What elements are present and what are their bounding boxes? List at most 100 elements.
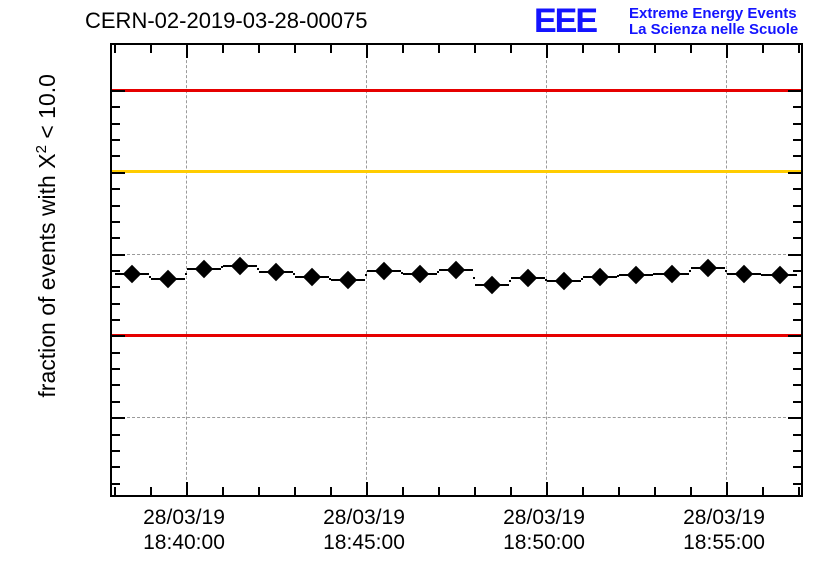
plot-area bbox=[110, 43, 803, 497]
x-gridline bbox=[186, 45, 187, 495]
data-point-marker[interactable] bbox=[446, 261, 466, 280]
x-tick-minor-top bbox=[762, 45, 764, 53]
y-tick-major bbox=[112, 335, 125, 338]
y-axis-title-text: fraction of events with X bbox=[33, 153, 60, 398]
y-tick-minor-right bbox=[793, 449, 801, 452]
series-connector bbox=[293, 273, 295, 276]
y-tick-minor bbox=[112, 449, 120, 452]
x-tick-label-date: 28/03/19 bbox=[503, 506, 585, 529]
x-tick-major-top bbox=[186, 45, 188, 58]
data-point-marker[interactable] bbox=[266, 262, 286, 281]
y-tick-minor-right bbox=[793, 204, 801, 207]
x-gridline bbox=[366, 45, 367, 495]
y-tick-minor bbox=[112, 155, 120, 158]
x-tick-minor-top bbox=[798, 45, 800, 53]
series-connector bbox=[617, 274, 619, 277]
x-tick-minor-top bbox=[654, 45, 656, 53]
series-connector bbox=[221, 266, 223, 269]
data-point-marker[interactable] bbox=[410, 265, 430, 284]
data-point-marker[interactable] bbox=[518, 268, 538, 288]
y-tick-minor-right bbox=[793, 368, 801, 371]
x-tick-minor-top bbox=[330, 45, 332, 53]
y-tick-minor bbox=[112, 106, 120, 109]
x-tick-minor bbox=[222, 487, 224, 495]
x-tick-minor bbox=[330, 487, 332, 495]
x-tick-minor bbox=[474, 487, 476, 495]
x-tick-minor bbox=[582, 487, 584, 495]
data-point-marker[interactable] bbox=[158, 270, 178, 289]
series-connector bbox=[437, 271, 439, 274]
y-tick-minor-right bbox=[793, 286, 801, 289]
x-tick-major-top bbox=[726, 45, 728, 58]
series-connector bbox=[545, 278, 547, 281]
data-point-marker[interactable] bbox=[230, 256, 250, 276]
y-tick-minor bbox=[112, 351, 120, 354]
data-point-marker[interactable] bbox=[734, 265, 754, 284]
series-connector bbox=[725, 270, 727, 273]
y-tick-minor bbox=[112, 286, 120, 289]
x-tick-major bbox=[726, 482, 728, 495]
data-point-marker[interactable] bbox=[554, 271, 574, 291]
x-tick-major bbox=[186, 482, 188, 495]
y-tick-minor-right bbox=[793, 302, 801, 305]
x-tick-minor-top bbox=[510, 45, 512, 53]
y-tick-minor-right bbox=[793, 155, 801, 158]
y-tick-minor bbox=[112, 204, 120, 207]
reference-line-0-4 bbox=[112, 333, 801, 337]
series-connector bbox=[473, 276, 475, 279]
x-tick-minor bbox=[402, 487, 404, 495]
y-tick-minor bbox=[112, 269, 120, 272]
x-tick-minor-top bbox=[222, 45, 224, 53]
x-tick-minor bbox=[114, 487, 116, 495]
y-tick-minor bbox=[112, 368, 120, 371]
x-tick-major bbox=[546, 482, 548, 495]
data-point-marker[interactable] bbox=[374, 261, 394, 281]
data-point-marker[interactable] bbox=[698, 259, 718, 278]
series-connector bbox=[401, 271, 403, 274]
y-tick-minor bbox=[112, 237, 120, 240]
reference-line-0-8 bbox=[112, 170, 801, 174]
x-tick-label-date: 28/03/19 bbox=[143, 506, 225, 529]
x-tick-major bbox=[366, 482, 368, 495]
data-point-marker[interactable] bbox=[770, 265, 790, 285]
data-point-marker[interactable] bbox=[626, 265, 646, 285]
y-tick-minor-right bbox=[793, 220, 801, 223]
x-tick-minor-top bbox=[294, 45, 296, 53]
x-tick-minor bbox=[294, 487, 296, 495]
y-tick-major bbox=[112, 171, 125, 174]
eee-logo-mark: EEE bbox=[534, 2, 598, 40]
data-point-marker[interactable] bbox=[194, 259, 214, 278]
data-point-marker[interactable] bbox=[338, 270, 358, 289]
series-connector bbox=[365, 274, 367, 277]
y-tick-minor-right bbox=[793, 384, 801, 387]
series-connector bbox=[185, 273, 187, 276]
x-tick-minor bbox=[438, 487, 440, 495]
x-tick-label-time: 18:50:00 bbox=[503, 531, 585, 554]
y-tick-minor bbox=[112, 220, 120, 223]
data-point-marker[interactable] bbox=[302, 268, 322, 287]
data-point-marker[interactable] bbox=[482, 275, 502, 294]
y-tick-minor-right bbox=[793, 400, 801, 403]
y-tick-minor-right bbox=[793, 122, 801, 125]
y-tick-minor-right bbox=[793, 106, 801, 109]
y-tick-minor bbox=[112, 384, 120, 387]
data-point-marker[interactable] bbox=[662, 264, 682, 283]
y-tick-minor bbox=[112, 319, 120, 322]
x-tick-minor-top bbox=[150, 45, 152, 53]
data-point-marker[interactable] bbox=[122, 264, 142, 283]
x-gridline bbox=[726, 45, 727, 495]
x-tick-minor-top bbox=[402, 45, 404, 53]
y-tick-minor-right bbox=[793, 433, 801, 436]
x-tick-label-date: 28/03/19 bbox=[683, 506, 765, 529]
y-tick-major-right bbox=[788, 417, 801, 420]
data-point-marker[interactable] bbox=[590, 267, 610, 287]
x-tick-label: 28/03/19 18:45:00 bbox=[323, 505, 405, 555]
reference-line-1 bbox=[112, 88, 801, 92]
y-axis-title: fraction of events with X2 < 10.0 bbox=[33, 1, 61, 471]
y-tick-major-right bbox=[788, 171, 801, 174]
y-tick-minor-right bbox=[793, 466, 801, 469]
eee-logo-line1: Extreme Energy Events bbox=[629, 5, 797, 22]
y-tick-major-right bbox=[788, 90, 801, 92]
y-tick-major-right bbox=[788, 253, 801, 256]
eee-logo: EEE Extreme Energy Events La Scienza nel… bbox=[534, 2, 834, 42]
